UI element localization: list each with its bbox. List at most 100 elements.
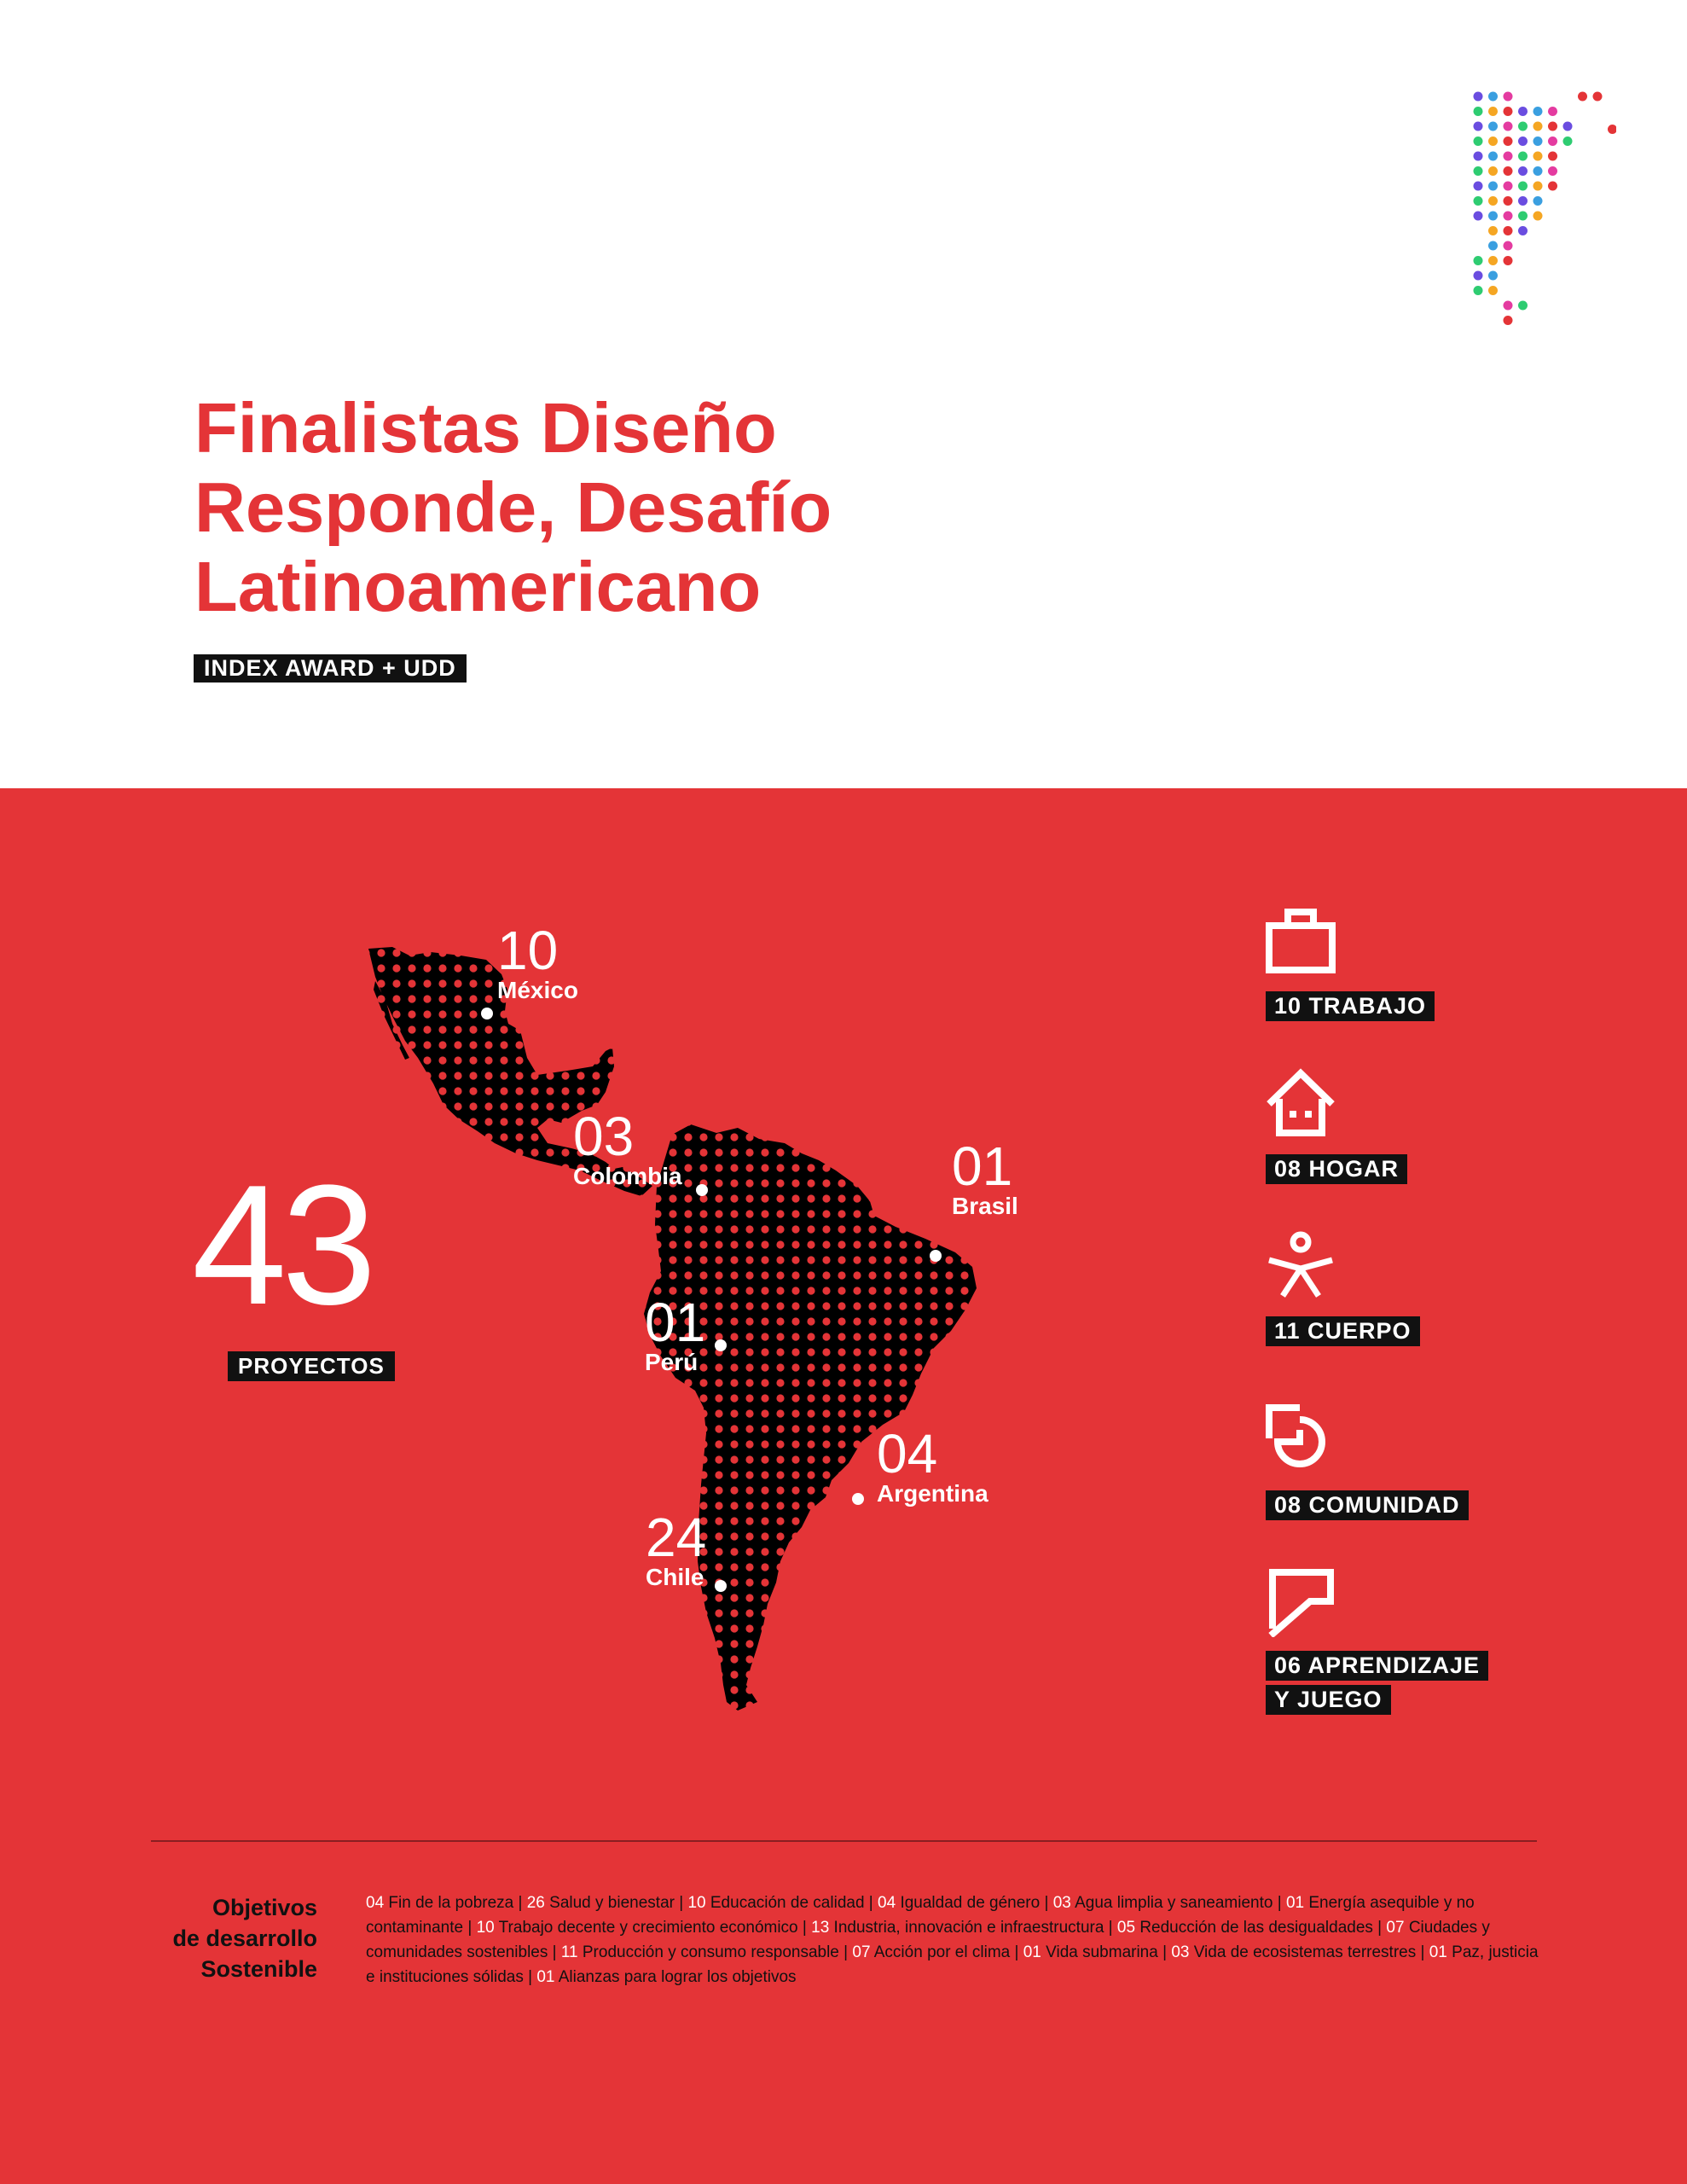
south-america-shape xyxy=(644,1124,977,1711)
category-label-trabajo: 10 TRABAJO xyxy=(1266,991,1435,1021)
sdg-item: 07 Ciudades y comunidades sostenibles xyxy=(366,1919,1490,1961)
logo-dot xyxy=(1548,166,1557,176)
mexico-central-america-shape xyxy=(368,947,652,1196)
sdg-item-label: Vida de ecosistemas terrestres xyxy=(1189,1943,1417,1961)
logo-dot xyxy=(1473,107,1483,116)
total-projects-number: 43 xyxy=(192,1150,376,1340)
sdg-item: 01 Energía asequible y no contaminante xyxy=(366,1894,1475,1937)
logo-dot xyxy=(1488,107,1498,116)
logo-dot xyxy=(1488,196,1498,206)
sdg-title-line-1: Objetivos xyxy=(212,1895,317,1920)
logo-dot xyxy=(1548,107,1557,116)
sdg-item-count: 01 xyxy=(1429,1943,1447,1961)
learning-icon xyxy=(1268,1569,1334,1639)
sdg-title-line-3: Sostenible xyxy=(200,1956,317,1982)
logo-dot xyxy=(1488,211,1498,221)
divider xyxy=(151,1840,1537,1842)
category-comunidad xyxy=(1266,1404,1336,1478)
logo-dot xyxy=(1518,226,1528,235)
sdg-item-label: Reducción de las desigualdades xyxy=(1135,1919,1373,1937)
logo-dot xyxy=(1533,136,1543,146)
sdg-item-label: Producción y consumo responsable xyxy=(577,1943,839,1961)
logo-dot xyxy=(1518,151,1528,161)
logo-dot xyxy=(1562,136,1573,146)
title-line-1: Finalistas Diseño xyxy=(194,388,777,468)
sdg-item-count: 03 xyxy=(1171,1943,1190,1961)
home-icon xyxy=(1267,1068,1335,1136)
sdg-item-count: 04 xyxy=(878,1894,896,1912)
sdg-item-label: Fin de la pobreza xyxy=(384,1894,514,1912)
logo-dot xyxy=(1473,196,1483,206)
logo-dot xyxy=(1503,107,1513,116)
logo-dot xyxy=(1488,91,1498,102)
sdg-list: 04 Fin de la pobreza | 26 Salud y bienes… xyxy=(366,1894,1539,1986)
sdg-item-label: Vida submarina xyxy=(1041,1943,1158,1961)
category-trabajo xyxy=(1266,907,1336,981)
logo-dot xyxy=(1473,181,1483,191)
logo-dot xyxy=(1473,270,1483,281)
sdg-item-label: Trabajo decente y crecimiento económico xyxy=(494,1919,798,1937)
logo-dot xyxy=(1578,91,1587,102)
logo-dot xyxy=(1503,211,1513,221)
logo-dot xyxy=(1488,241,1498,251)
sdg-item: 04 Fin de la pobreza xyxy=(366,1894,513,1912)
logo-dot xyxy=(1548,121,1557,131)
sdg-item-label: Agua limplia y saneamiento xyxy=(1070,1894,1273,1912)
sdg-item-count: 07 xyxy=(852,1943,871,1961)
sdg-item: 07 Acción por el clima xyxy=(852,1943,1010,1961)
logo-dot xyxy=(1533,211,1543,221)
logo-dot xyxy=(1518,107,1528,116)
logo-dot xyxy=(1533,181,1543,191)
logo-dot xyxy=(1518,211,1528,221)
sdg-item-label: Alianzas para lograr los objetivos xyxy=(554,1968,797,1986)
sdg-item: 03 Vida de ecosistemas terrestres xyxy=(1171,1943,1416,1961)
logo-dot xyxy=(1473,91,1483,102)
logo-dot xyxy=(1518,136,1528,146)
sdg-item: 04 Igualdad de género xyxy=(878,1894,1040,1912)
sdg-item: 01 Vida submarina xyxy=(1023,1943,1158,1961)
logo-dot xyxy=(1503,300,1513,311)
logo-dot xyxy=(1488,151,1498,161)
sdg-item-label: Acción por el clima xyxy=(870,1943,1011,1961)
sdg-item-label: Igualdad de género xyxy=(896,1894,1041,1912)
sdg-item-count: 04 xyxy=(366,1894,385,1912)
logo-dot xyxy=(1592,91,1603,102)
sdg-item-label: Energía asequible y no contaminante xyxy=(366,1894,1475,1937)
page-title: Finalistas Diseño Responde, Desafío Lati… xyxy=(194,388,1047,626)
logo-dot xyxy=(1503,181,1513,191)
logo-dot xyxy=(1533,107,1543,116)
sdg-item-label: Industria, innovación e infraestructura xyxy=(829,1919,1104,1937)
logo-dot xyxy=(1473,136,1483,146)
sdg-item: 13 Industria, innovación e infraestructu… xyxy=(811,1919,1104,1937)
logo-dot xyxy=(1533,121,1543,131)
total-projects-label: PROYECTOS xyxy=(228,1351,395,1381)
logo-dot xyxy=(1503,316,1513,325)
category-label-juego: Y JUEGO xyxy=(1266,1685,1391,1715)
logo-dot xyxy=(1548,151,1557,161)
dotted-latam-logo xyxy=(1473,91,1616,325)
sdg-item-label: Ciudades y comunidades sostenibles xyxy=(366,1919,1490,1961)
logo-dot xyxy=(1488,226,1498,235)
logo-dot xyxy=(1518,121,1528,131)
community-icon xyxy=(1266,1404,1325,1467)
sdg-title-line-2: de desarrollo xyxy=(172,1926,317,1951)
logo-dot xyxy=(1473,256,1483,265)
logo-dot xyxy=(1533,151,1543,161)
sdg-item: 10 Trabajo decente y crecimiento económi… xyxy=(477,1919,798,1937)
title-line-2: Responde, Desafío xyxy=(194,468,832,547)
logo-dot xyxy=(1562,121,1573,131)
sdg-item-label: Salud y bienestar xyxy=(544,1894,675,1912)
sdg-item-count: 01 xyxy=(536,1968,555,1986)
sdg-item-count: 01 xyxy=(1285,1894,1305,1912)
sdg-item-count: 11 xyxy=(560,1943,578,1961)
logo-dot xyxy=(1533,166,1543,176)
logo-dot xyxy=(1503,166,1513,176)
logo-dot xyxy=(1548,136,1557,146)
logo-dot xyxy=(1473,166,1483,176)
logo-dot xyxy=(1473,151,1483,161)
category-cuerpo xyxy=(1266,1231,1336,1305)
sdg-item-count: 07 xyxy=(1386,1919,1405,1937)
logo-dot xyxy=(1503,196,1513,206)
sdg-title: Objetivos de desarrollo Sostenible xyxy=(128,1892,317,1984)
sdg-item-label: Educación de calidad xyxy=(705,1894,865,1912)
